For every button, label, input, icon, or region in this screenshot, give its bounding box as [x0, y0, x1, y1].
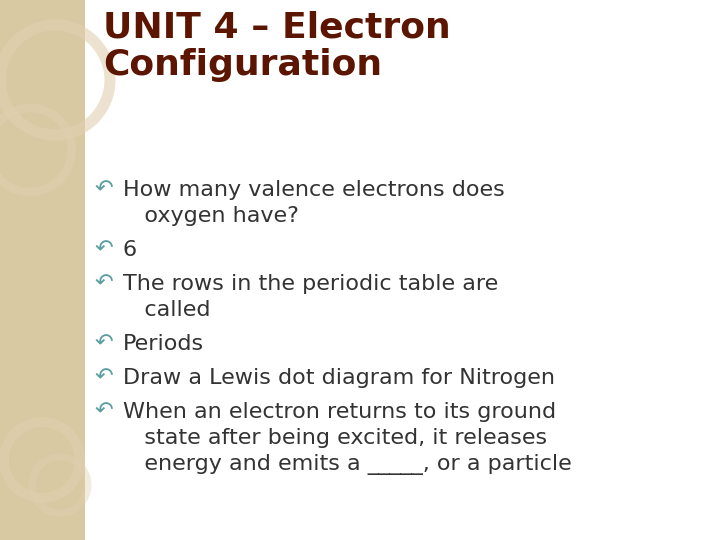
Text: state after being excited, it releases: state after being excited, it releases: [123, 428, 547, 448]
Text: UNIT 4 – Electron: UNIT 4 – Electron: [103, 10, 451, 44]
Text: oxygen have?: oxygen have?: [123, 206, 299, 226]
Text: ↶: ↶: [95, 334, 114, 354]
Text: ↶: ↶: [95, 240, 114, 260]
Text: ↶: ↶: [95, 274, 114, 294]
Text: 6: 6: [123, 240, 137, 260]
Text: ↶: ↶: [95, 402, 114, 422]
Text: The rows in the periodic table are: The rows in the periodic table are: [123, 274, 498, 294]
Text: How many valence electrons does: How many valence electrons does: [123, 180, 505, 200]
Text: Draw a Lewis dot diagram for Nitrogen: Draw a Lewis dot diagram for Nitrogen: [123, 368, 555, 388]
Text: ↶: ↶: [95, 180, 114, 200]
Text: Periods: Periods: [123, 334, 204, 354]
Text: When an electron returns to its ground: When an electron returns to its ground: [123, 402, 556, 422]
Bar: [0, 0, 85, 540]
Text: energy and emits a _____, or a particle: energy and emits a _____, or a particle: [123, 454, 572, 475]
Text: Configuration: Configuration: [103, 48, 382, 82]
Text: called: called: [123, 300, 210, 320]
Text: ↶: ↶: [95, 368, 114, 388]
